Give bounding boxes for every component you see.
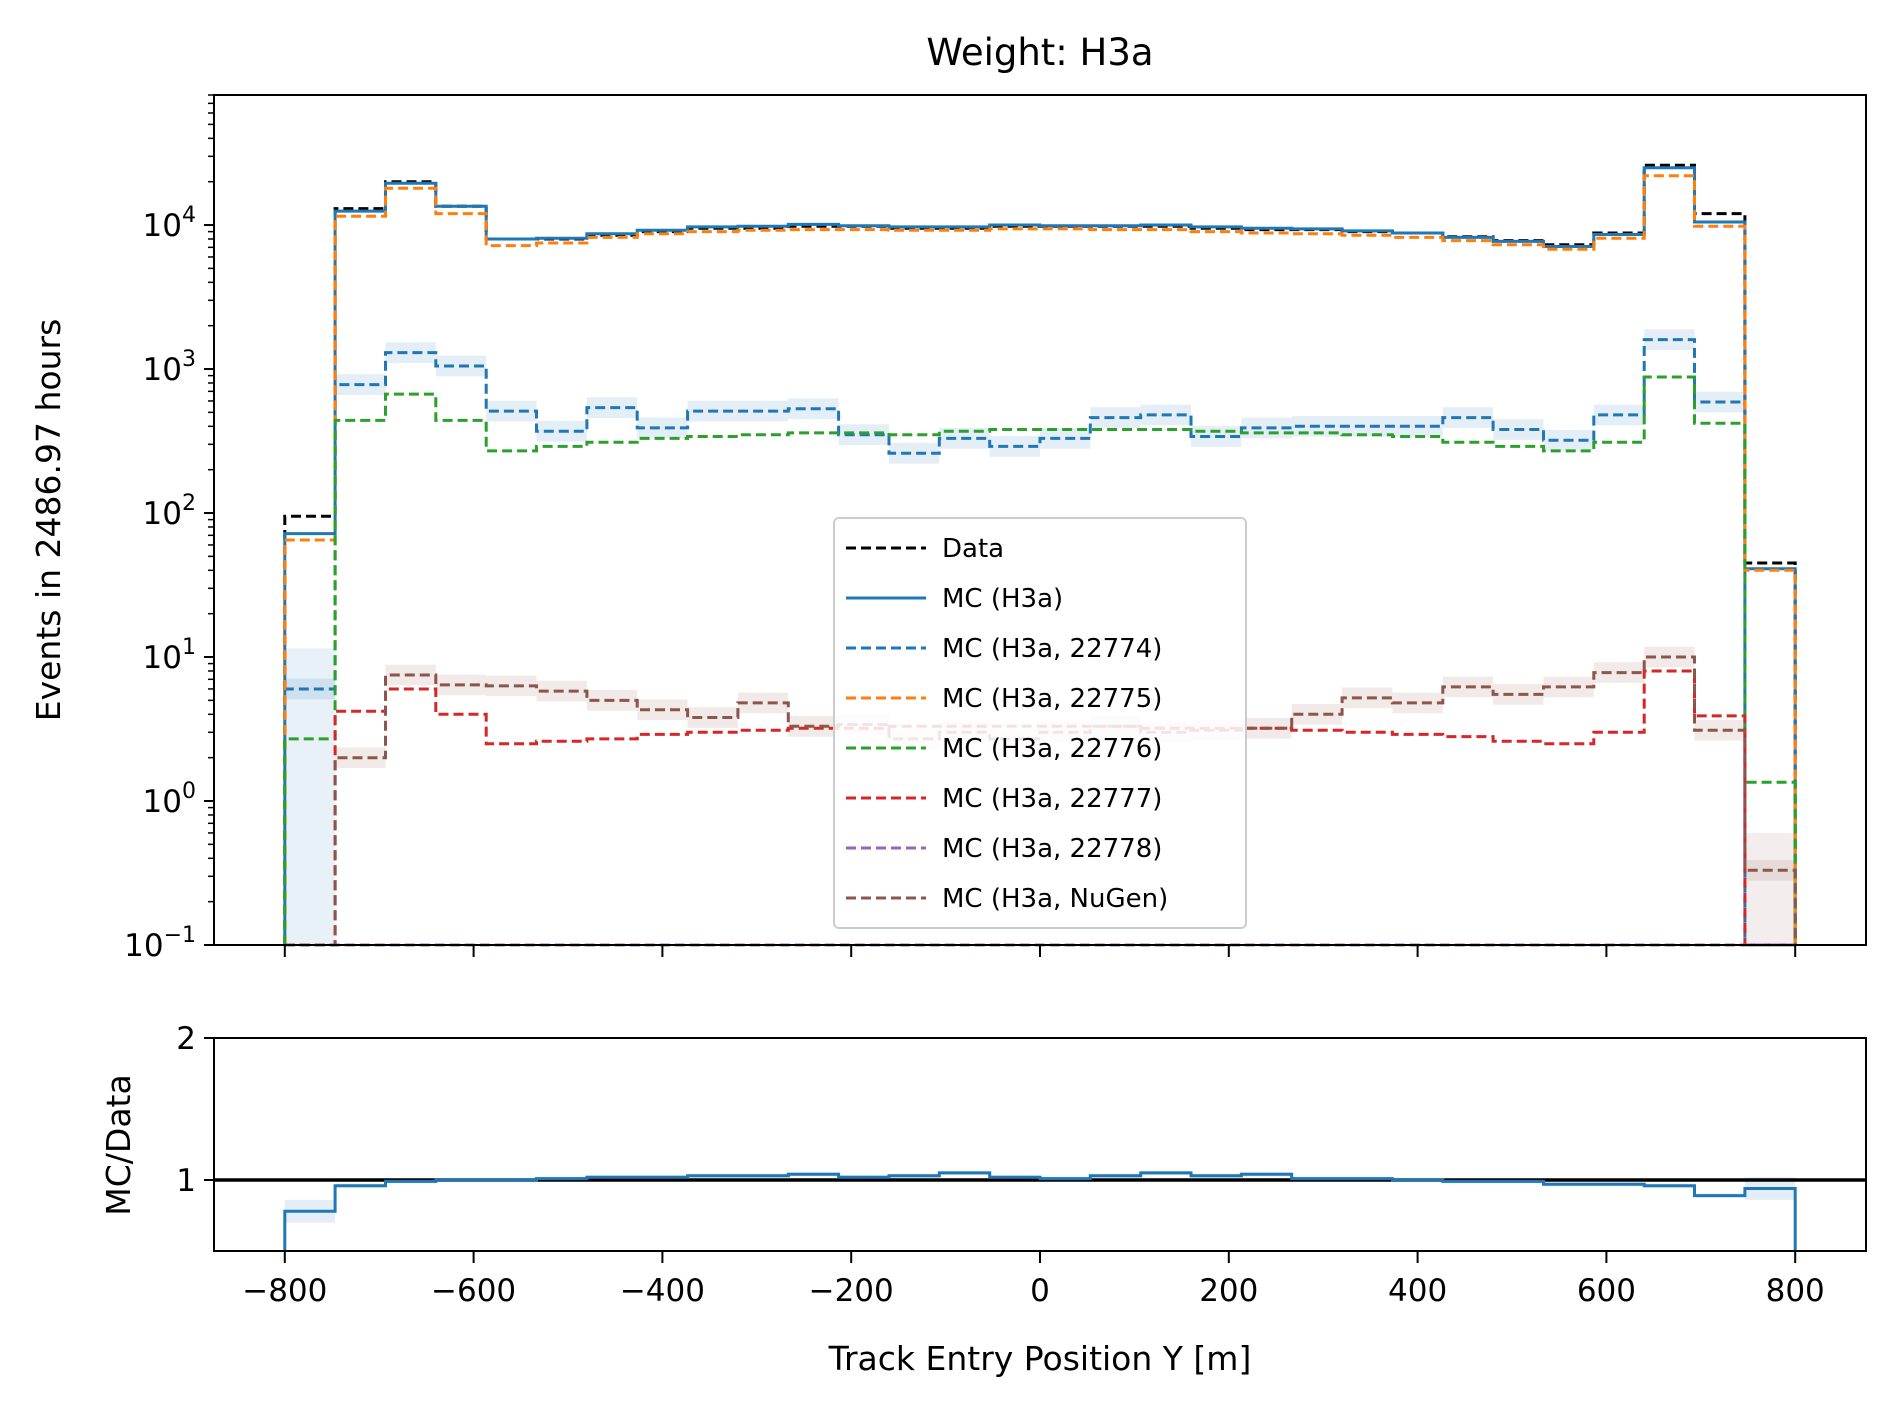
uncertainty-band-bin — [1543, 676, 1594, 698]
x-tick-label: 0 — [1030, 1273, 1050, 1309]
y-tick-exponent: 0 — [182, 779, 196, 804]
uncertainty-band-bin — [1392, 692, 1443, 714]
x-tick-label: 800 — [1766, 1273, 1825, 1309]
series-line-mc-h3a — [283, 166, 1797, 945]
ratio-panel: 12 −800 −600 −400 −200 0 200 400 600 800 MC/Data… — [99, 1021, 1867, 1378]
legend-label: Data — [942, 534, 1004, 564]
ratio-y-ticks: 12 — [176, 1021, 214, 1199]
uncertainty-band-bin — [1694, 719, 1745, 741]
ratio-series-line — [283, 1171, 1797, 1251]
y-tick-exponent: 3 — [182, 347, 196, 372]
uncertainty-band-bin — [486, 675, 537, 697]
ratio-series-group — [283, 1171, 1797, 1251]
uncertainty-band-bin — [1493, 684, 1544, 705]
legend-label: MC (H3a, 22776) — [942, 734, 1162, 764]
x-axis-title: Track Entry Position Y [m] — [828, 1339, 1252, 1378]
legend-box — [833, 517, 1247, 929]
uncertainty-band-bin — [284, 678, 336, 700]
uncertainty-band-bin — [385, 342, 436, 363]
main-y-axis-title: Events in 2486.97 hours — [29, 319, 68, 722]
uncertainty-band-bin — [1744, 832, 1796, 945]
legend-label: MC (H3a, 22775) — [942, 684, 1162, 714]
x-tick-label: −600 — [431, 1273, 516, 1309]
legend-label: MC (H3a) — [942, 584, 1063, 614]
series-line-mc-2 — [283, 338, 1796, 947]
y-tick-label: 103 — [143, 347, 196, 388]
series-line-mc-4 — [283, 375, 1797, 945]
uncertainty-band-bin — [888, 442, 940, 464]
legend: Data MC (H3a) MC (H3a, 22774) MC (H3a, 2277… — [833, 517, 1247, 929]
y-tick-exponent: 2 — [182, 491, 196, 516]
y-tick-exponent: 4 — [182, 203, 196, 228]
ratio-y-axis-title: MC/Data — [99, 1074, 138, 1215]
x-tick-label: 600 — [1577, 1273, 1636, 1309]
uncertainty-band-bin — [637, 417, 688, 439]
main-x-ticks — [283, 945, 1797, 957]
legend-label: MC (H3a, 22778) — [942, 834, 1162, 864]
x-tick-label: −400 — [620, 1273, 705, 1309]
legend-label: MC (H3a, 22774) — [942, 634, 1162, 664]
x-tick-label: −800 — [242, 1273, 327, 1309]
ratio-x-ticks: −800 −600 −400 −200 0 200 400 600 800 — [242, 1251, 1825, 1309]
y-tick-label: 100 — [143, 779, 196, 820]
chart-title: Weight: H3a — [926, 31, 1153, 74]
uncertainty-band-bin — [1090, 407, 1141, 428]
uncertainty-band-bin — [1644, 329, 1695, 350]
legend-label: MC (H3a, 22777) — [942, 784, 1162, 814]
uncertainty-band-bin — [1040, 428, 1091, 449]
legend-label: MC (H3a, NuGen) — [942, 884, 1168, 914]
y-tick-exponent: 1 — [182, 635, 196, 660]
x-tick-label: −200 — [809, 1273, 894, 1309]
y-tick-exponent: −1 — [164, 923, 196, 948]
uncertainty-band-bin — [737, 692, 789, 714]
ratio-y-tick-label: 2 — [176, 1021, 196, 1057]
x-tick-label: 400 — [1388, 1273, 1447, 1309]
legend-entries: Data MC (H3a) MC (H3a, 22774) MC (H3a, 2277… — [846, 534, 1168, 914]
uncertainty-band-bin — [284, 648, 336, 945]
ratio-y-tick-label: 1 — [176, 1163, 196, 1199]
x-tick-label: 200 — [1199, 1273, 1258, 1309]
uncertainty-band-bin — [1342, 415, 1393, 437]
series-line-mc-3 — [283, 174, 1797, 945]
